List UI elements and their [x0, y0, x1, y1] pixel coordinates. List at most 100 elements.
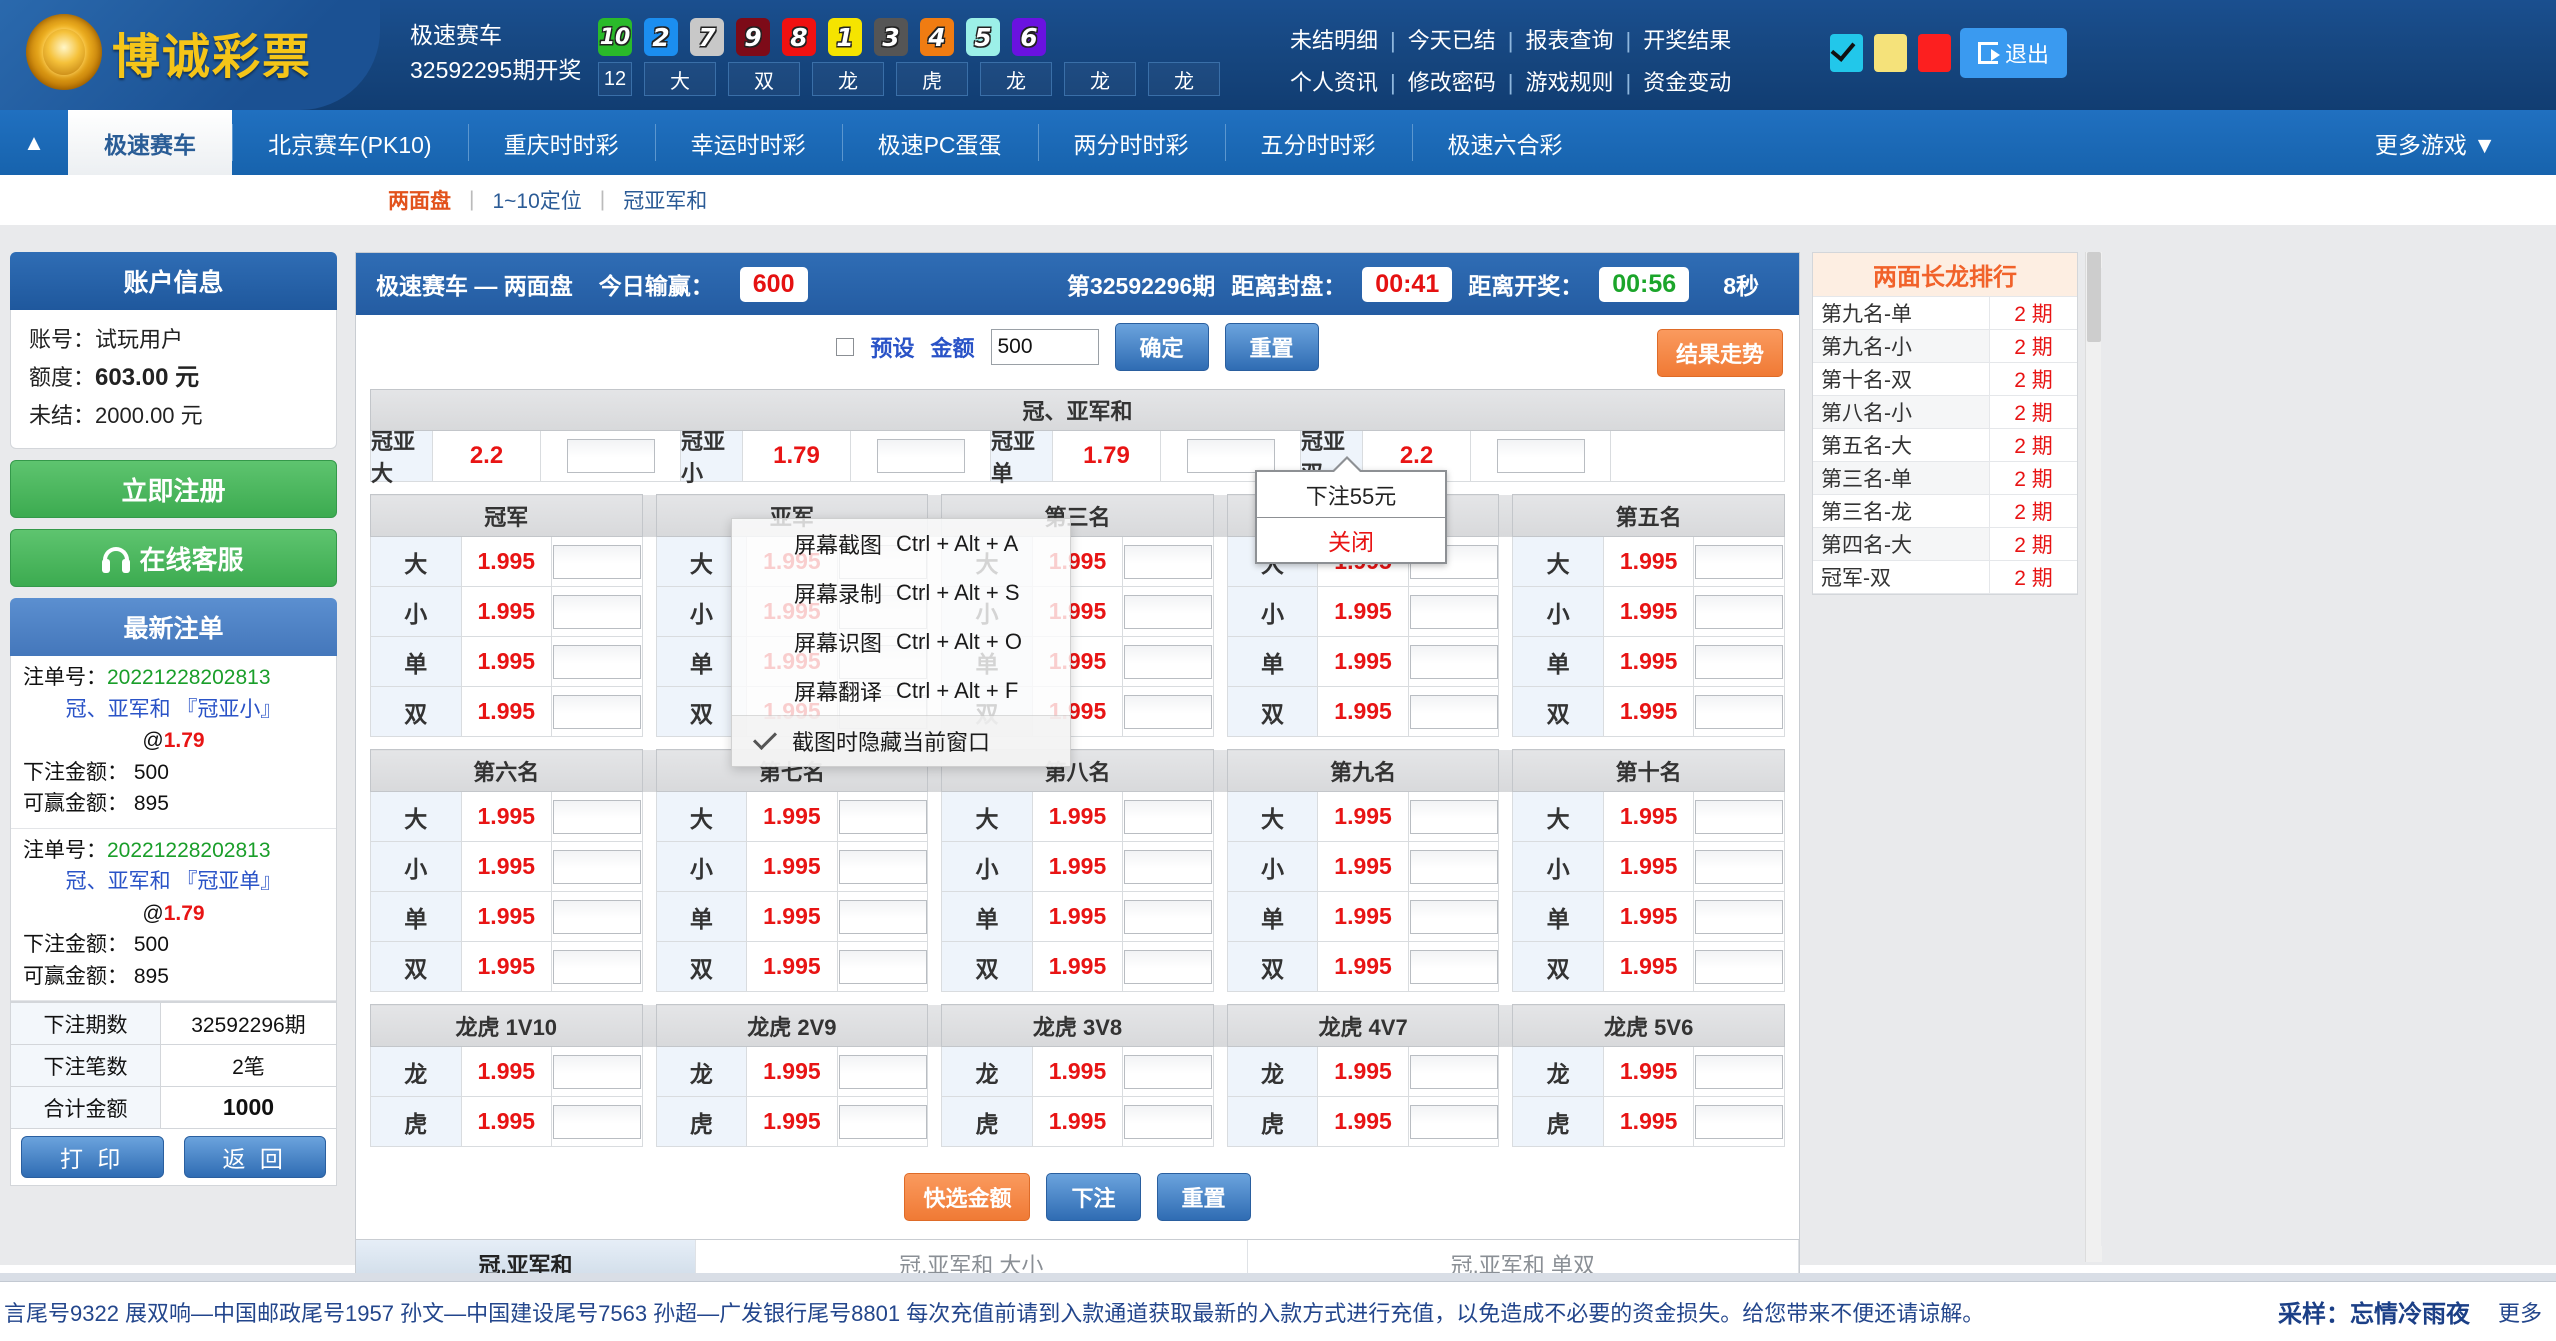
trend-button[interactable]: 结果走势: [1656, 329, 1783, 377]
subnav-item-2[interactable]: 1~10定位: [492, 190, 582, 213]
bet-amount-input[interactable]: [553, 849, 642, 884]
bet-amount-input[interactable]: [838, 949, 927, 984]
top-menu-item-3[interactable]: 游戏规则: [1525, 69, 1614, 95]
bet-amount-input[interactable]: [1409, 899, 1498, 934]
bet-amount-input[interactable]: [1409, 544, 1498, 579]
context-menu-item-4[interactable]: 屏幕翻译 Ctrl + Alt + F: [732, 666, 1070, 715]
nav-tab-6[interactable]: 两分时时彩: [1037, 110, 1225, 175]
context-menu-item-2[interactable]: 屏幕录制 Ctrl + Alt + S: [732, 568, 1070, 617]
bet-amount-input[interactable]: [1124, 899, 1213, 934]
bet-option-name[interactable]: 龙: [655, 1046, 748, 1097]
context-menu-hide-window-option[interactable]: 截图时隐藏当前窗口: [732, 716, 1070, 766]
nav-tab-4[interactable]: 幸运时时彩: [654, 110, 842, 175]
bet-amount-input[interactable]: [1124, 1104, 1213, 1139]
bet-option-name[interactable]: 单: [655, 891, 748, 942]
top-menu-item-1[interactable]: 未结明细: [1290, 28, 1379, 53]
bet-option-name[interactable]: 大: [1226, 791, 1319, 842]
bet-option-name[interactable]: 小: [655, 841, 748, 892]
bet-amount-input[interactable]: [1124, 1054, 1213, 1089]
bet-amount-input[interactable]: [553, 544, 642, 579]
amount-input[interactable]: [990, 329, 1099, 365]
dragon-ranking-row[interactable]: 第八名-小 2 期: [1813, 396, 2077, 429]
top-menu-item-1[interactable]: 个人资讯: [1290, 69, 1379, 95]
bet-amount-input[interactable]: [838, 799, 927, 834]
bet-amount-input[interactable]: [1409, 1104, 1498, 1139]
bet-amount-input[interactable]: [838, 1054, 927, 1089]
bet-amount-input[interactable]: [1695, 694, 1784, 729]
dragon-ranking-row[interactable]: 第四名-大 2 期: [1813, 528, 2077, 561]
bet-option-name[interactable]: 大: [655, 791, 748, 842]
top-menu-item-3[interactable]: 报表查询: [1525, 28, 1614, 53]
nav-tab-8[interactable]: 极速六合彩: [1411, 110, 1599, 175]
nav-tab-1[interactable]: 极速赛车: [68, 110, 232, 175]
bet-option-name[interactable]: 双: [1226, 941, 1319, 992]
bet-option-name[interactable]: 双: [1512, 941, 1604, 992]
back-button[interactable]: 返 回: [183, 1136, 326, 1179]
bet-amount-input[interactable]: [1695, 1104, 1784, 1139]
page-scrollbar[interactable]: [2085, 252, 2102, 1262]
bet-amount-input[interactable]: [1695, 949, 1784, 984]
bet-option-name[interactable]: 双: [370, 686, 462, 737]
context-menu-item-1[interactable]: 屏幕截图 Ctrl + Alt + A: [732, 519, 1070, 568]
scrollbar-thumb[interactable]: [2087, 252, 2101, 342]
context-menu-item-3[interactable]: 屏幕识图 Ctrl + Alt + O: [732, 617, 1070, 666]
guanya-bet-input[interactable]: [1186, 439, 1275, 473]
bet-option-name[interactable]: 小: [1512, 841, 1604, 892]
bet-amount-input[interactable]: [838, 899, 927, 934]
bet-amount-input[interactable]: [553, 899, 642, 934]
dragon-ranking-row[interactable]: 第三名-龙 2 期: [1813, 495, 2077, 528]
subnav-item-1[interactable]: 两面盘: [388, 190, 451, 213]
guanya-option-name[interactable]: 冠亚单: [991, 429, 1053, 486]
bet-option-name[interactable]: 双: [1512, 686, 1604, 737]
bet-option-name[interactable]: 大: [941, 791, 1033, 842]
bet-amount-input[interactable]: [1695, 799, 1784, 834]
chip-cyan[interactable]: [1830, 34, 1863, 72]
more-games-button[interactable]: 更多游戏 ▼: [2374, 131, 2496, 158]
bet-amount-input[interactable]: [1124, 949, 1213, 984]
confirm-button[interactable]: 确定: [1114, 323, 1209, 371]
bet-option-name[interactable]: 大: [370, 536, 462, 587]
top-menu-item-2[interactable]: 今天已结: [1407, 28, 1496, 53]
bet-amount-input[interactable]: [1695, 849, 1784, 884]
bet-option-name[interactable]: 大: [1512, 791, 1604, 842]
bet-amount-input[interactable]: [1124, 644, 1213, 679]
guanya-option-name[interactable]: 冠亚小: [681, 429, 743, 486]
preset-checkbox[interactable]: [836, 338, 855, 356]
reset-bet-button[interactable]: 重置: [1156, 1173, 1251, 1221]
guanya-bet-input[interactable]: [566, 439, 655, 473]
bet-amount-input[interactable]: [1409, 644, 1498, 679]
nav-tab-7[interactable]: 五分时时彩: [1224, 110, 1412, 175]
bet-amount-input[interactable]: [838, 1104, 927, 1139]
bet-amount-input[interactable]: [553, 594, 642, 629]
bet-amount-input[interactable]: [1409, 799, 1498, 834]
bet-option-name[interactable]: 虎: [941, 1096, 1033, 1147]
register-button[interactable]: 立即注册: [10, 460, 337, 519]
bet-option-name[interactable]: 小: [941, 841, 1033, 892]
bet-amount-input[interactable]: [1409, 849, 1498, 884]
bet-option-name[interactable]: 虎: [370, 1096, 462, 1147]
bet-option-name[interactable]: 双: [655, 941, 748, 992]
bet-amount-input[interactable]: [1124, 799, 1213, 834]
bet-option-name[interactable]: 小: [1512, 586, 1604, 637]
bet-amount-input[interactable]: [1124, 544, 1213, 579]
bet-amount-input[interactable]: [553, 1104, 642, 1139]
bet-option-name[interactable]: 龙: [941, 1046, 1033, 1097]
bet-option-name[interactable]: 单: [1226, 636, 1319, 687]
bet-option-name[interactable]: 小: [370, 841, 462, 892]
print-button[interactable]: 打 印: [21, 1136, 164, 1179]
bet-option-name[interactable]: 龙: [1512, 1046, 1604, 1097]
bet-option-name[interactable]: 虎: [655, 1096, 748, 1147]
bet-option-name[interactable]: 大: [370, 791, 462, 842]
dragon-ranking-row[interactable]: 第五名-大 2 期: [1813, 429, 2077, 462]
bet-option-name[interactable]: 双: [370, 941, 462, 992]
bet-option-name[interactable]: 单: [941, 891, 1033, 942]
guanya-bet-input[interactable]: [1496, 439, 1585, 473]
bet-amount-input[interactable]: [1409, 594, 1498, 629]
chip-red[interactable]: [1918, 34, 1951, 72]
collapse-arrow-icon[interactable]: ▲: [23, 129, 45, 155]
bet-option-name[interactable]: 单: [370, 636, 462, 687]
bet-amount-input[interactable]: [553, 949, 642, 984]
bet-amount-input[interactable]: [553, 644, 642, 679]
bet-option-name[interactable]: 双: [941, 941, 1033, 992]
dragon-ranking-row[interactable]: 冠军-双 2 期: [1813, 561, 2077, 594]
